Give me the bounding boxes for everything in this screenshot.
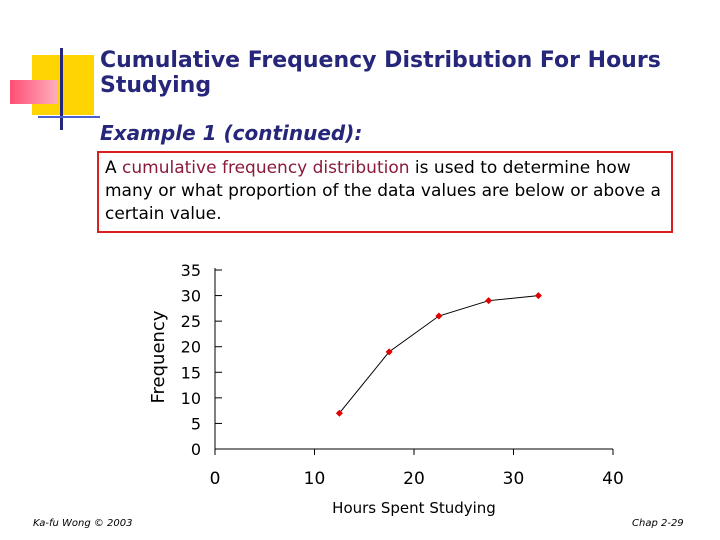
y-axis-label: Frequency (148, 310, 169, 403)
deco-horizontal-line (38, 116, 100, 118)
x-tick-label: 40 (602, 469, 624, 489)
y-tick-label: 35 (181, 261, 201, 280)
footer-page-number: Chap 2-29 (632, 518, 684, 529)
callout-prefix: A (105, 158, 123, 178)
x-tick-label: 0 (210, 469, 221, 489)
y-ticks: 35 30 25 20 15 10 5 0 (181, 261, 222, 459)
y-tick-label: 0 (191, 440, 201, 459)
deco-pink-bar (10, 80, 58, 104)
x-tick-label: 30 (503, 469, 525, 489)
data-markers (335, 292, 542, 417)
section-subtitle: Example 1 (continued): (100, 121, 363, 145)
page-title: Cumulative Frequency Distribution For Ho… (100, 48, 661, 98)
data-point (385, 348, 393, 356)
x-tick-label: 20 (403, 469, 425, 489)
data-point (534, 292, 542, 300)
callout-suffix: is used to determine how many or what pr… (105, 158, 661, 224)
callout-box: A cumulative frequency distribution is u… (97, 151, 673, 233)
data-point (485, 297, 493, 305)
y-tick-label: 20 (181, 338, 201, 357)
x-axis-label: Hours Spent Studying (332, 499, 496, 517)
footer-credit: Ka-fu Wong © 2003 (33, 518, 133, 529)
data-point (435, 312, 443, 320)
deco-vertical-line (60, 48, 63, 130)
x-tick-label: 10 (304, 469, 326, 489)
y-tick-label: 5 (191, 414, 201, 433)
y-tick-label: 30 (181, 287, 201, 306)
x-ticks: 0 10 20 30 40 (210, 449, 624, 489)
data-point (335, 409, 343, 417)
y-tick-label: 25 (181, 312, 201, 331)
y-tick-label: 10 (181, 389, 201, 408)
callout-highlight-cumulative: cumulative (122, 158, 217, 178)
y-tick-label: 15 (181, 363, 201, 382)
callout-highlight-frequency-distribution: frequency distribution (221, 158, 410, 178)
